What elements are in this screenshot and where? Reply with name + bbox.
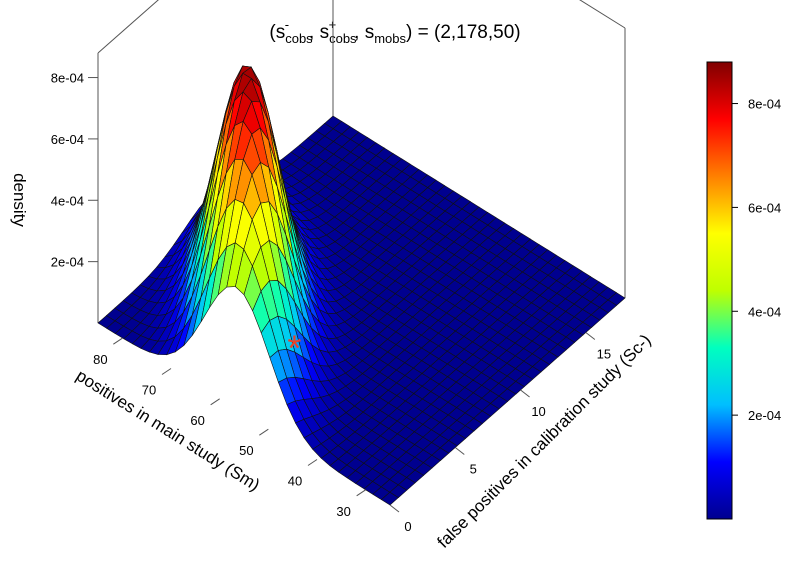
z-tick-label: 2e-04 — [51, 255, 84, 270]
colorbar-tick-label: 4e-04 — [748, 304, 781, 319]
x-tick-label: 15 — [597, 347, 611, 362]
z-tick-label: 6e-04 — [51, 132, 84, 147]
observed-point-marker: * — [287, 328, 301, 369]
box-back-edges — [97, 0, 626, 323]
title-term2-sup: + — [329, 17, 337, 32]
y-tick-label: 50 — [239, 443, 253, 458]
z-tick-label: 8e-04 — [51, 71, 84, 86]
title-term2-sub: cobs — [329, 31, 357, 46]
y-tick-mark — [210, 398, 220, 406]
density-surface: * — [97, 65, 626, 506]
surface-cell — [380, 491, 399, 506]
y-tick-mark — [161, 368, 172, 375]
x-tick-label: 5 — [470, 462, 477, 477]
y-tick-label: 30 — [336, 504, 350, 519]
colorbar-bar — [706, 61, 733, 520]
x-tick-mark — [520, 389, 530, 398]
colorbar-tick-label: 2e-04 — [748, 408, 781, 423]
box-top-back-edge — [97, 0, 159, 54]
colorbar-tick-label: 8e-04 — [748, 97, 781, 112]
title-term3-sub: mobs — [374, 31, 406, 46]
z-axis-label: density — [10, 173, 29, 227]
title-prefix: (s — [269, 22, 285, 43]
title-term1-sub: cobs — [285, 31, 313, 46]
y-tick-mark — [307, 459, 318, 466]
y-tick-label: 80 — [93, 352, 107, 367]
y-axis-label: positives in main study (Sm) — [73, 366, 263, 495]
title-sep1: , s — [309, 22, 329, 43]
y-tick-mark — [113, 337, 123, 345]
axis-ticks: 0 5 10 15 30 40 50 60 70 80 2e-04 4e-04 6e-04 8e-04 — [51, 71, 611, 534]
x-tick-label: 10 — [531, 404, 545, 419]
y-tick-mark — [259, 428, 269, 436]
x-tick-mark — [389, 504, 400, 513]
colorbar-tick-label: 6e-04 — [748, 200, 781, 215]
title-term1-sup: - — [285, 17, 289, 32]
y-tick-label: 40 — [288, 474, 302, 489]
x-tick-mark — [585, 332, 596, 340]
y-tick-label: 70 — [142, 383, 156, 398]
x-tick-label: 0 — [404, 519, 411, 534]
y-tick-mark — [356, 489, 366, 497]
chart-title: (scobs-, scobs+, smobs) = (2,178,50) — [269, 17, 520, 46]
x-tick-mark — [454, 447, 465, 455]
title-sep2: , s — [354, 22, 374, 43]
colorbar: 2e-04 4e-04 6e-04 8e-04 — [706, 61, 781, 520]
title-suffix: ) = (2,178,50) — [406, 22, 521, 43]
y-tick-label: 60 — [190, 413, 204, 428]
z-tick-label: 4e-04 — [51, 193, 84, 208]
